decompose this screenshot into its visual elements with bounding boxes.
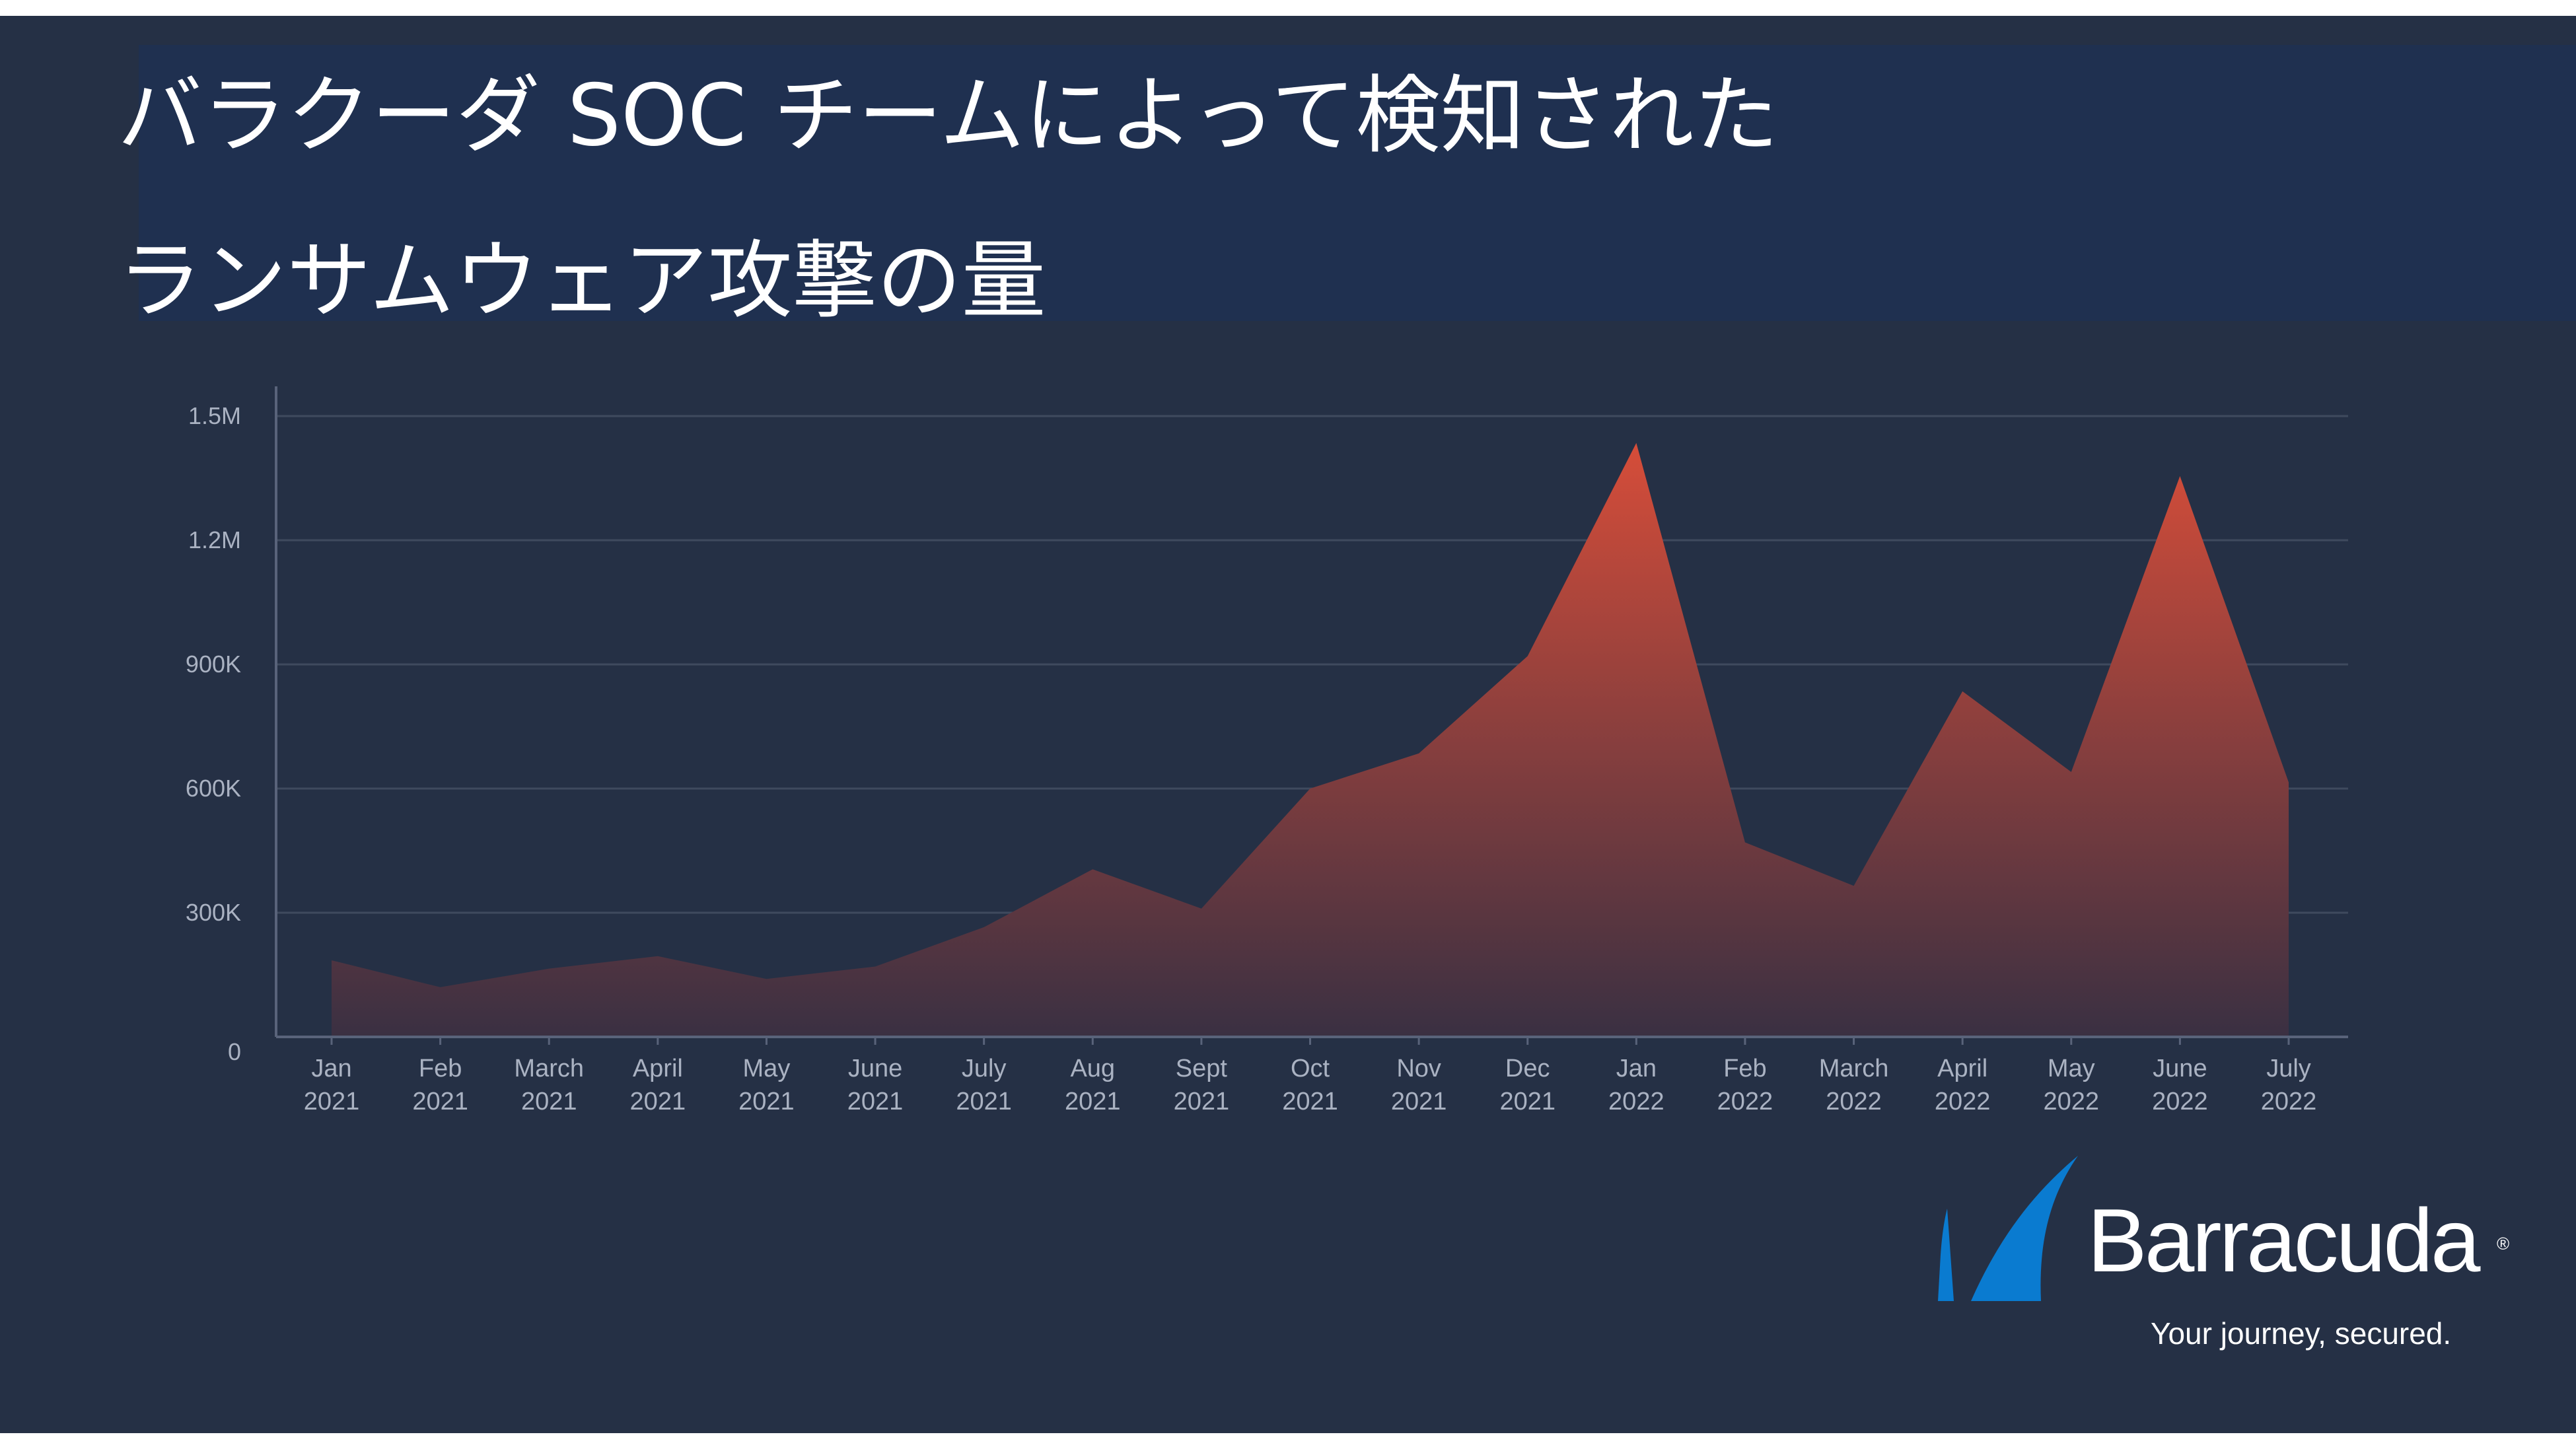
x-tick-label-year: 2021	[1065, 1088, 1121, 1115]
y-tick-label: 900K	[186, 651, 241, 678]
chart-title-line-2: ランサムウェア攻撃の量	[118, 232, 1046, 330]
y-tick-label: 600K	[186, 775, 241, 802]
x-tick-label-month: April	[1937, 1055, 1987, 1082]
x-tick-label-year: 2022	[1608, 1088, 1664, 1115]
x-tick-label-month: Feb	[419, 1055, 462, 1082]
barracuda-logo: Barracuda ® Your journey, secured.	[1915, 1156, 2523, 1380]
x-tick-label-month: Jan	[1616, 1055, 1657, 1082]
barracuda-fin-icon	[1938, 1156, 2078, 1301]
x-tick-label-year: 2022	[1935, 1088, 1991, 1115]
brand-registered-mark: ®	[2497, 1234, 2510, 1254]
x-tick-label-year: 2021	[304, 1088, 360, 1115]
x-tick-label-month: Dec	[1505, 1055, 1550, 1082]
x-tick-label-year: 2022	[1826, 1088, 1882, 1115]
x-tick-label-year: 2021	[630, 1088, 686, 1115]
x-tick-label-year: 2021	[412, 1088, 468, 1115]
x-tick-label-month: July	[2266, 1055, 2311, 1082]
title-band	[139, 45, 2576, 321]
area-series	[332, 442, 2289, 1037]
x-tick-label-year: 2021	[1391, 1088, 1447, 1115]
y-tick-label: 1.2M	[188, 526, 241, 553]
x-tick-label-month: April	[633, 1055, 683, 1082]
x-tick-label-month: June	[848, 1055, 902, 1082]
x-tick-label-month: Oct	[1291, 1055, 1330, 1082]
y-tick-label: 1.5M	[188, 402, 241, 429]
x-tick-label-month: March	[1819, 1055, 1889, 1082]
x-tick-label-year: 2022	[2044, 1088, 2100, 1115]
x-tick-label-month: May	[2048, 1055, 2095, 1082]
x-tick-label-year: 2021	[521, 1088, 577, 1115]
x-tick-label-month: July	[962, 1055, 1007, 1082]
x-tick-label-year: 2021	[956, 1088, 1012, 1115]
x-tick-label-year: 2021	[1282, 1088, 1338, 1115]
x-tick-label-month: May	[743, 1055, 791, 1082]
x-tick-label-year: 2022	[2152, 1088, 2208, 1115]
x-tick-label-month: Feb	[1723, 1055, 1766, 1082]
x-tick-label-month: Jan	[311, 1055, 351, 1082]
x-tick-label-month: Nov	[1396, 1055, 1441, 1082]
chart-title-line-1: バラクーダ SOC チームによって検知された	[118, 67, 1779, 165]
x-tick-label-month: Sept	[1176, 1055, 1228, 1082]
x-tick-label-year: 2021	[738, 1088, 795, 1115]
x-tick-label-year: 2022	[2261, 1088, 2317, 1115]
x-tick-label-year: 2021	[847, 1088, 904, 1115]
x-tick-label-month: Aug	[1070, 1055, 1115, 1082]
y-tick-label: 300K	[186, 899, 241, 926]
x-tick-label-month: March	[514, 1055, 584, 1082]
brand-tagline: Your journey, secured.	[2151, 1316, 2452, 1351]
x-tick-label-month: June	[2153, 1055, 2207, 1082]
x-tick-label-year: 2021	[1174, 1088, 1230, 1115]
x-tick-label-year: 2021	[1499, 1088, 1556, 1115]
brand-name: Barracuda	[2087, 1190, 2480, 1290]
y-tick-label: 0	[228, 1038, 241, 1065]
x-tick-label-year: 2022	[1717, 1088, 1773, 1115]
